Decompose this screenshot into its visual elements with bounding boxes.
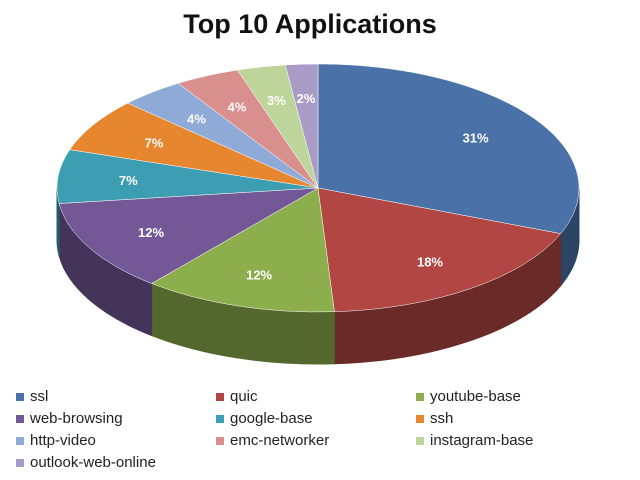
legend-marker [416, 393, 424, 401]
data-label: 2% [297, 91, 316, 106]
slice [58, 187, 319, 284]
legend-label: ssh [430, 410, 453, 427]
data-label: 4% [187, 112, 206, 127]
legend-marker [216, 415, 224, 423]
slice [69, 102, 319, 189]
legend-label: youtube-base [430, 388, 521, 405]
legend-label: google-base [230, 410, 313, 427]
legend-label: instagram-base [430, 432, 533, 449]
legend-marker [16, 415, 24, 423]
legend-label: web-browsing [29, 410, 123, 427]
data-label: 4% [227, 100, 246, 115]
slice [317, 63, 580, 234]
legend-marker [16, 459, 24, 467]
legend-marker [216, 437, 224, 445]
chart-title: Top 10 Applications [183, 9, 437, 39]
data-label: 12% [246, 268, 272, 283]
legend-marker [16, 437, 24, 445]
data-label: 7% [119, 173, 138, 188]
slice [56, 149, 319, 204]
legend-marker [216, 393, 224, 401]
slice [317, 187, 562, 313]
legend-marker [416, 437, 424, 445]
slice [284, 63, 319, 189]
legend-label: outlook-web-online [30, 454, 156, 471]
data-label: 31% [463, 131, 489, 146]
legend-label: emc-networker [230, 432, 329, 449]
slice [151, 187, 335, 313]
legend-label: quic [230, 388, 258, 405]
data-label: 3% [267, 93, 286, 108]
data-label: 7% [145, 135, 164, 150]
data-label: 12% [138, 225, 164, 240]
legend-marker [416, 415, 424, 423]
legend-label: http-video [30, 432, 96, 449]
data-label: 18% [417, 255, 443, 270]
legend-marker [16, 393, 24, 401]
legend-label: ssl [30, 388, 48, 405]
